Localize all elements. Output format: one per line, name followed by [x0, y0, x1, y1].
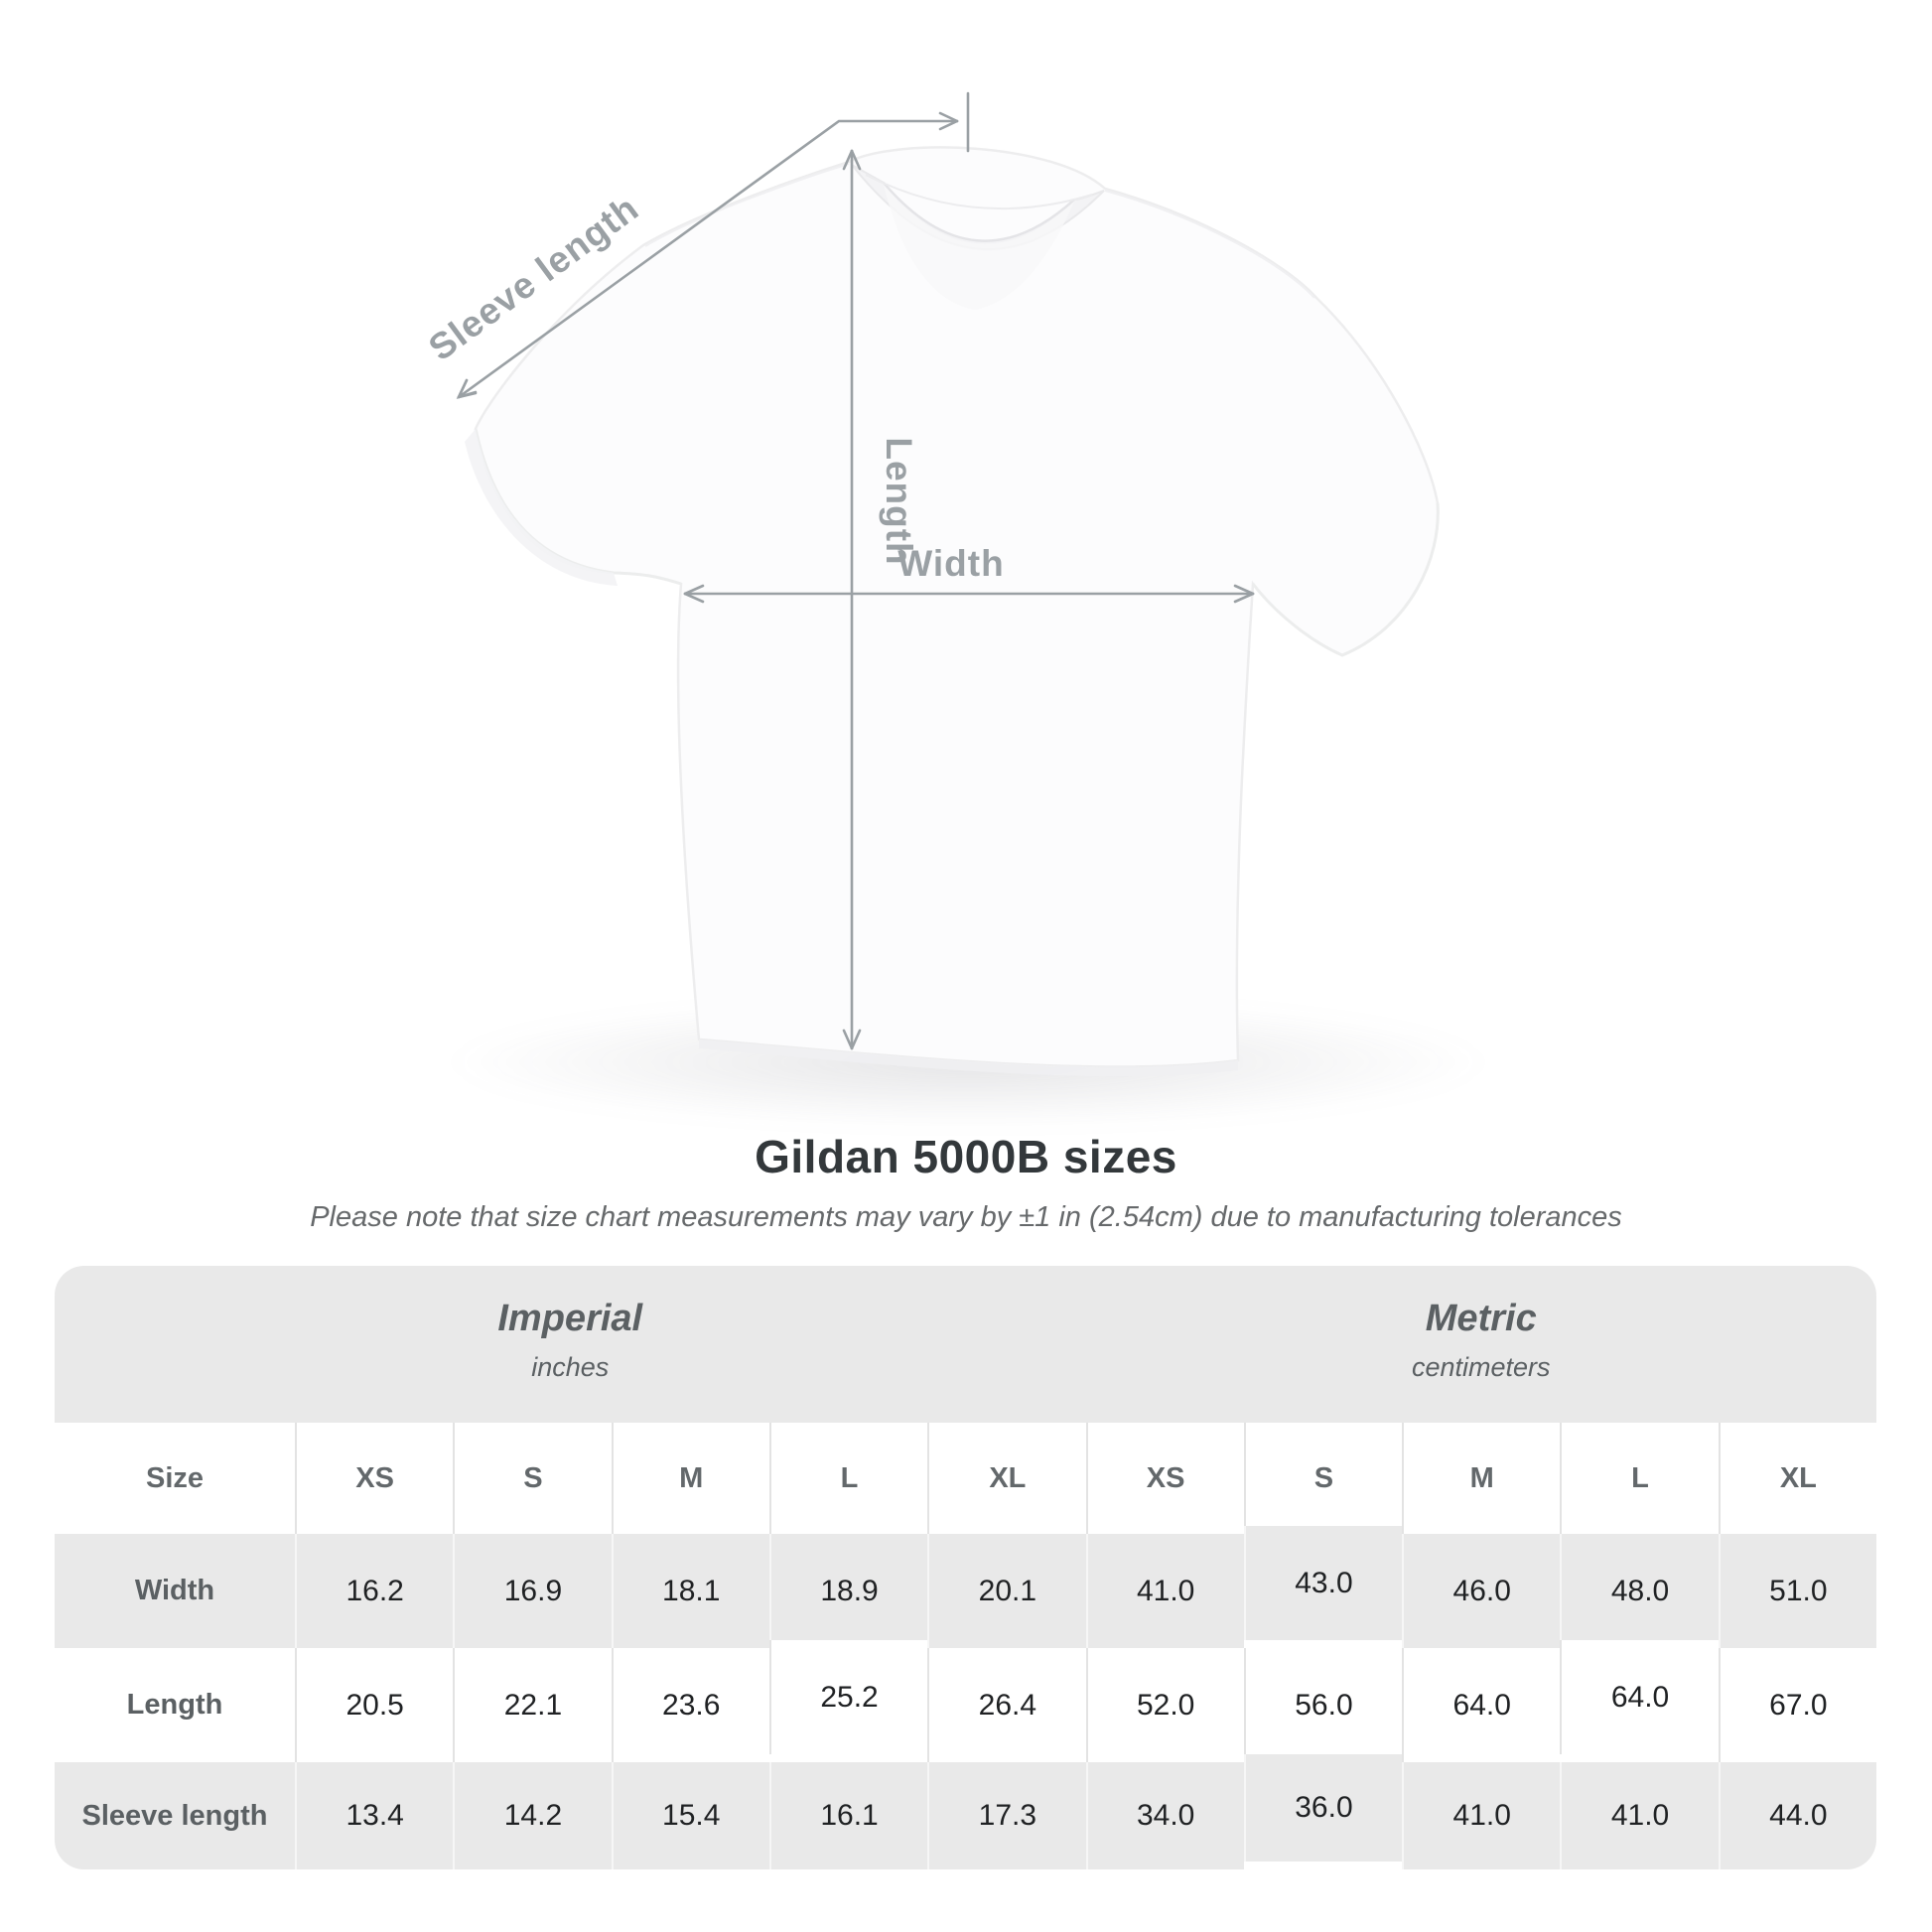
row-label-sleeve-length: Sleeve length — [55, 1762, 295, 1869]
left-shoulder-seam — [644, 163, 850, 247]
metric-title: Metric — [1425, 1298, 1537, 1339]
right-sleeve-edge — [1251, 502, 1440, 657]
under-collar-shadow — [884, 185, 1074, 310]
sleeve-metric-xl: 44.0 — [1718, 1762, 1876, 1869]
width-label: Width — [897, 543, 1004, 584]
sleeve-length-arrow — [456, 91, 970, 399]
length-arrow — [842, 149, 862, 1050]
measurement-annotations — [456, 91, 1255, 1050]
length-label: Length — [879, 437, 919, 565]
imperial-unit: inches — [531, 1352, 610, 1382]
column-header-imperial-l: L — [768, 1423, 928, 1534]
width-metric-s: 43.0 — [1243, 1526, 1403, 1640]
hem-shading — [699, 1039, 1238, 1077]
width-imperial-xl: 20.1 — [927, 1534, 1086, 1648]
page-title: Gildan 5000B sizes — [755, 1131, 1177, 1182]
width-arrow — [683, 584, 1255, 604]
length-metric-xs: 52.0 — [1085, 1648, 1244, 1762]
column-header-metric-xs: XS — [1085, 1423, 1244, 1534]
tolerance-note: Please note that size chart measurements… — [310, 1201, 1622, 1233]
column-header-imperial-s: S — [453, 1423, 612, 1534]
length-imperial-l: 25.2 — [768, 1640, 928, 1754]
width-metric-m: 46.0 — [1402, 1534, 1561, 1648]
column-header-imperial-xl: XL — [927, 1423, 1086, 1534]
column-header-metric-l: L — [1560, 1423, 1719, 1534]
sleeve-imperial-xs: 13.4 — [295, 1762, 454, 1869]
column-header-metric-m: M — [1402, 1423, 1561, 1534]
tshirt-measurement-diagram: Sleeve length Length Width — [397, 91, 1539, 1132]
width-metric-xs: 41.0 — [1085, 1534, 1244, 1648]
column-header-imperial-xs: XS — [295, 1423, 454, 1534]
length-metric-l: 64.0 — [1560, 1640, 1719, 1754]
tshirt-illustration — [465, 146, 1440, 1077]
sleeve-metric-m: 41.0 — [1402, 1762, 1561, 1869]
sleeve-imperial-s: 14.2 — [453, 1762, 612, 1869]
metric-unit: centimeters — [1411, 1352, 1551, 1382]
row-label-width: Width — [55, 1534, 295, 1648]
size-column-header: Size — [55, 1423, 295, 1534]
sleeve-imperial-l: 16.1 — [768, 1762, 928, 1869]
length-imperial-s: 22.1 — [453, 1648, 612, 1762]
row-label-length: Length — [55, 1648, 295, 1762]
sleeve-metric-l: 41.0 — [1560, 1762, 1719, 1869]
right-shoulder-seam — [1104, 190, 1315, 299]
left-sleeve-edge — [474, 428, 682, 586]
length-imperial-m: 23.6 — [611, 1648, 769, 1762]
length-metric-xl: 67.0 — [1718, 1648, 1876, 1762]
column-header-imperial-m: M — [611, 1423, 769, 1534]
collar-inner-line — [883, 182, 1075, 242]
sleeve-metric-xs: 34.0 — [1085, 1762, 1244, 1869]
imperial-title: Imperial — [497, 1298, 643, 1339]
left-sleeve-shading — [465, 429, 618, 586]
sleeve-imperial-m: 15.4 — [611, 1762, 769, 1869]
width-metric-xl: 51.0 — [1718, 1534, 1876, 1648]
imperial-section-header: Imperial inches — [55, 1266, 1086, 1423]
column-header-metric-xl: XL — [1718, 1423, 1876, 1534]
width-imperial-l: 18.9 — [768, 1534, 928, 1648]
length-metric-s: 56.0 — [1243, 1648, 1403, 1762]
sleeve-metric-s: 36.0 — [1243, 1754, 1403, 1862]
tshirt-diagram-svg: Sleeve length Length Width — [421, 91, 1440, 1077]
sleeve-imperial-xl: 17.3 — [927, 1762, 1086, 1869]
collar-back-line — [865, 174, 1093, 210]
column-header-metric-s: S — [1243, 1423, 1403, 1534]
width-imperial-m: 18.1 — [611, 1534, 769, 1648]
width-metric-l: 48.0 — [1560, 1534, 1719, 1648]
size-table: Imperial inches Metric centimeters Size … — [55, 1266, 1876, 1869]
width-imperial-s: 16.9 — [453, 1534, 612, 1648]
length-imperial-xs: 20.5 — [295, 1648, 454, 1762]
metric-section-header: Metric centimeters — [1085, 1266, 1876, 1423]
length-imperial-xl: 26.4 — [927, 1648, 1086, 1762]
length-metric-m: 64.0 — [1402, 1648, 1561, 1762]
width-imperial-xs: 16.2 — [295, 1534, 454, 1648]
